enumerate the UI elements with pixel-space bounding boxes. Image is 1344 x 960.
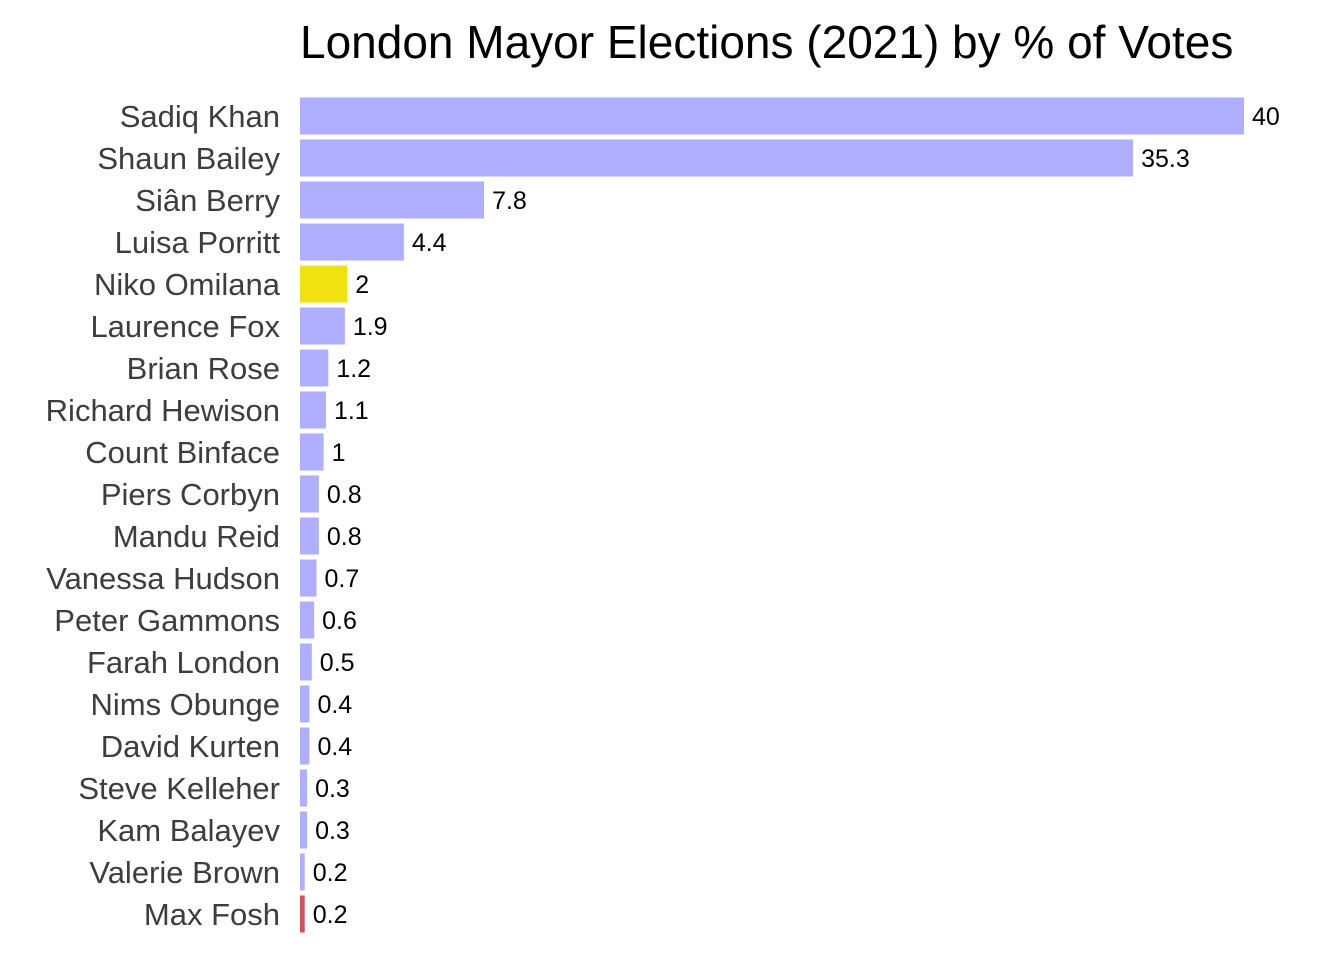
value-label-farah-london: 0.5 <box>320 649 355 677</box>
category-label-shaun-bailey: Shaun Bailey <box>97 141 280 176</box>
bar-kam-balayev <box>300 811 308 849</box>
category-label-steve-kelleher: Steve Kelleher <box>78 771 280 806</box>
value-label-piers-corbyn: 0.8 <box>327 481 362 509</box>
category-label-sadiq-khan: Sadiq Khan <box>120 99 280 134</box>
category-label-vanessa-hudson: Vanessa Hudson <box>46 561 280 596</box>
category-label-luisa-porritt: Luisa Porritt <box>115 225 281 260</box>
value-label-shaun-bailey: 35.3 <box>1141 145 1190 173</box>
value-label-mandu-reid: 0.8 <box>327 523 362 551</box>
category-label-richard-hewison: Richard Hewison <box>46 393 280 428</box>
value-label-sian-berry: 7.8 <box>492 187 527 215</box>
bar-sadiq-khan <box>300 97 1244 135</box>
bar-farah-london <box>300 643 312 681</box>
bar-sian-berry <box>300 181 485 219</box>
bar-nims-obunge <box>300 685 310 723</box>
category-label-piers-corbyn: Piers Corbyn <box>101 477 280 512</box>
value-label-peter-gammons: 0.6 <box>322 607 357 635</box>
bar-piers-corbyn <box>300 475 319 513</box>
category-label-peter-gammons: Peter Gammons <box>54 603 280 638</box>
category-label-mandu-reid: Mandu Reid <box>113 519 280 554</box>
value-label-luisa-porritt: 4.4 <box>412 229 447 257</box>
bar-laurence-fox <box>300 307 345 345</box>
chart-title: London Mayor Elections (2021) by % of Vo… <box>300 16 1234 68</box>
category-label-david-kurten: David Kurten <box>101 729 280 764</box>
value-label-steve-kelleher: 0.3 <box>315 775 350 803</box>
value-label-max-fosh: 0.2 <box>313 901 348 929</box>
category-label-niko-omilana: Niko Omilana <box>94 267 281 302</box>
category-label-kam-balayev: Kam Balayev <box>97 813 280 848</box>
value-label-david-kurten: 0.4 <box>317 733 352 761</box>
bar-niko-omilana <box>300 265 348 303</box>
bar-peter-gammons <box>300 601 315 639</box>
value-label-valerie-brown: 0.2 <box>313 859 348 887</box>
bar-richard-hewison <box>300 391 326 429</box>
value-label-count-binface: 1 <box>332 439 346 467</box>
bars-layer <box>300 97 1244 933</box>
value-label-laurence-fox: 1.9 <box>353 313 388 341</box>
value-label-vanessa-hudson: 0.7 <box>325 565 360 593</box>
category-label-brian-rose: Brian Rose <box>127 351 280 386</box>
bar-david-kurten <box>300 727 310 765</box>
bar-count-binface <box>300 433 324 471</box>
category-label-valerie-brown: Valerie Brown <box>89 855 280 890</box>
bar-shaun-bailey <box>300 139 1134 177</box>
value-label-kam-balayev: 0.3 <box>315 817 350 845</box>
category-label-farah-london: Farah London <box>87 645 280 680</box>
category-label-nims-obunge: Nims Obunge <box>90 687 280 722</box>
value-label-niko-omilana: 2 <box>355 271 369 299</box>
value-label-sadiq-khan: 40 <box>1252 103 1280 131</box>
category-label-max-fosh: Max Fosh <box>144 897 280 932</box>
category-label-count-binface: Count Binface <box>85 435 280 470</box>
value-label-brian-rose: 1.2 <box>336 355 371 383</box>
bar-valerie-brown <box>300 853 305 891</box>
bar-vanessa-hudson <box>300 559 317 597</box>
bar-luisa-porritt <box>300 223 404 261</box>
bar-brian-rose <box>300 349 329 387</box>
value-label-nims-obunge: 0.4 <box>317 691 352 719</box>
category-label-laurence-fox: Laurence Fox <box>90 309 280 344</box>
value-label-richard-hewison: 1.1 <box>334 397 369 425</box>
category-label-sian-berry: Siân Berry <box>135 183 280 218</box>
bar-mandu-reid <box>300 517 319 555</box>
bar-steve-kelleher <box>300 769 308 807</box>
bar-max-fosh <box>300 895 305 933</box>
value-labels: 40 35.3 7.8 4.4 2 1.9 1.2 1.1 1 0.8 0.8 0.7 0.6 0.5 0.… <box>313 103 1280 929</box>
category-labels: Sadiq Khan Shaun Bailey Siân Berry Luisa Po… <box>46 99 281 932</box>
